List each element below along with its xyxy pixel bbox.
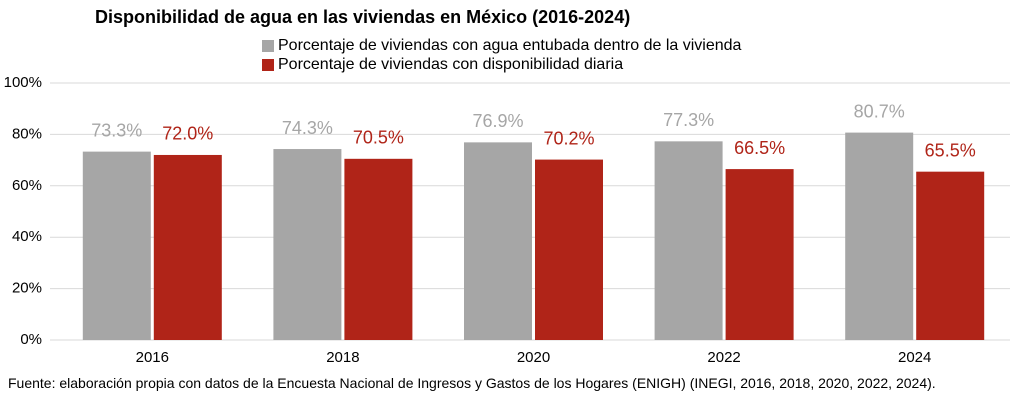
x-tick-label: 2016 (136, 349, 169, 366)
bar (82, 151, 151, 340)
value-label: 66.5% (734, 138, 785, 158)
y-tick-label: 80% (12, 125, 42, 142)
bar (916, 171, 985, 340)
bar (464, 142, 532, 340)
legend-label: Porcentaje de viviendas con agua entubad… (278, 37, 742, 54)
bar (725, 169, 794, 340)
bar (344, 158, 413, 340)
value-label: 73.3% (91, 120, 142, 140)
bar (535, 159, 603, 340)
x-tick-label: 2022 (707, 349, 740, 366)
value-label: 65.5% (925, 140, 976, 160)
x-tick-label: 2018 (326, 349, 359, 366)
y-tick-label: 0% (20, 331, 42, 348)
value-label: 80.7% (854, 101, 905, 121)
source-note: Fuente: elaboración propia con datos de … (8, 375, 936, 391)
value-label: 72.0% (162, 124, 213, 144)
x-tick-label: 2024 (898, 349, 931, 366)
legend-swatch (262, 59, 274, 71)
y-tick-label: 40% (12, 228, 42, 245)
value-label: 76.9% (472, 111, 523, 131)
value-label: 70.5% (353, 128, 404, 148)
bar (273, 149, 342, 340)
y-tick-label: 100% (4, 74, 42, 91)
value-label: 77.3% (663, 110, 714, 130)
bar (845, 132, 914, 340)
value-label: 70.2% (543, 128, 594, 148)
legend-swatch (262, 40, 274, 52)
y-tick-label: 60% (12, 177, 42, 194)
x-tick-label: 2020 (517, 349, 550, 366)
legend-label: Porcentaje de viviendas con disponibilid… (278, 56, 623, 73)
bar (654, 141, 723, 340)
bar (153, 154, 222, 340)
y-tick-label: 20% (12, 280, 42, 297)
value-label: 74.3% (282, 118, 333, 138)
chart-title: Disponibilidad de agua en las viviendas … (95, 7, 630, 27)
chart: Disponibilidad de agua en las viviendas … (4, 7, 1010, 366)
